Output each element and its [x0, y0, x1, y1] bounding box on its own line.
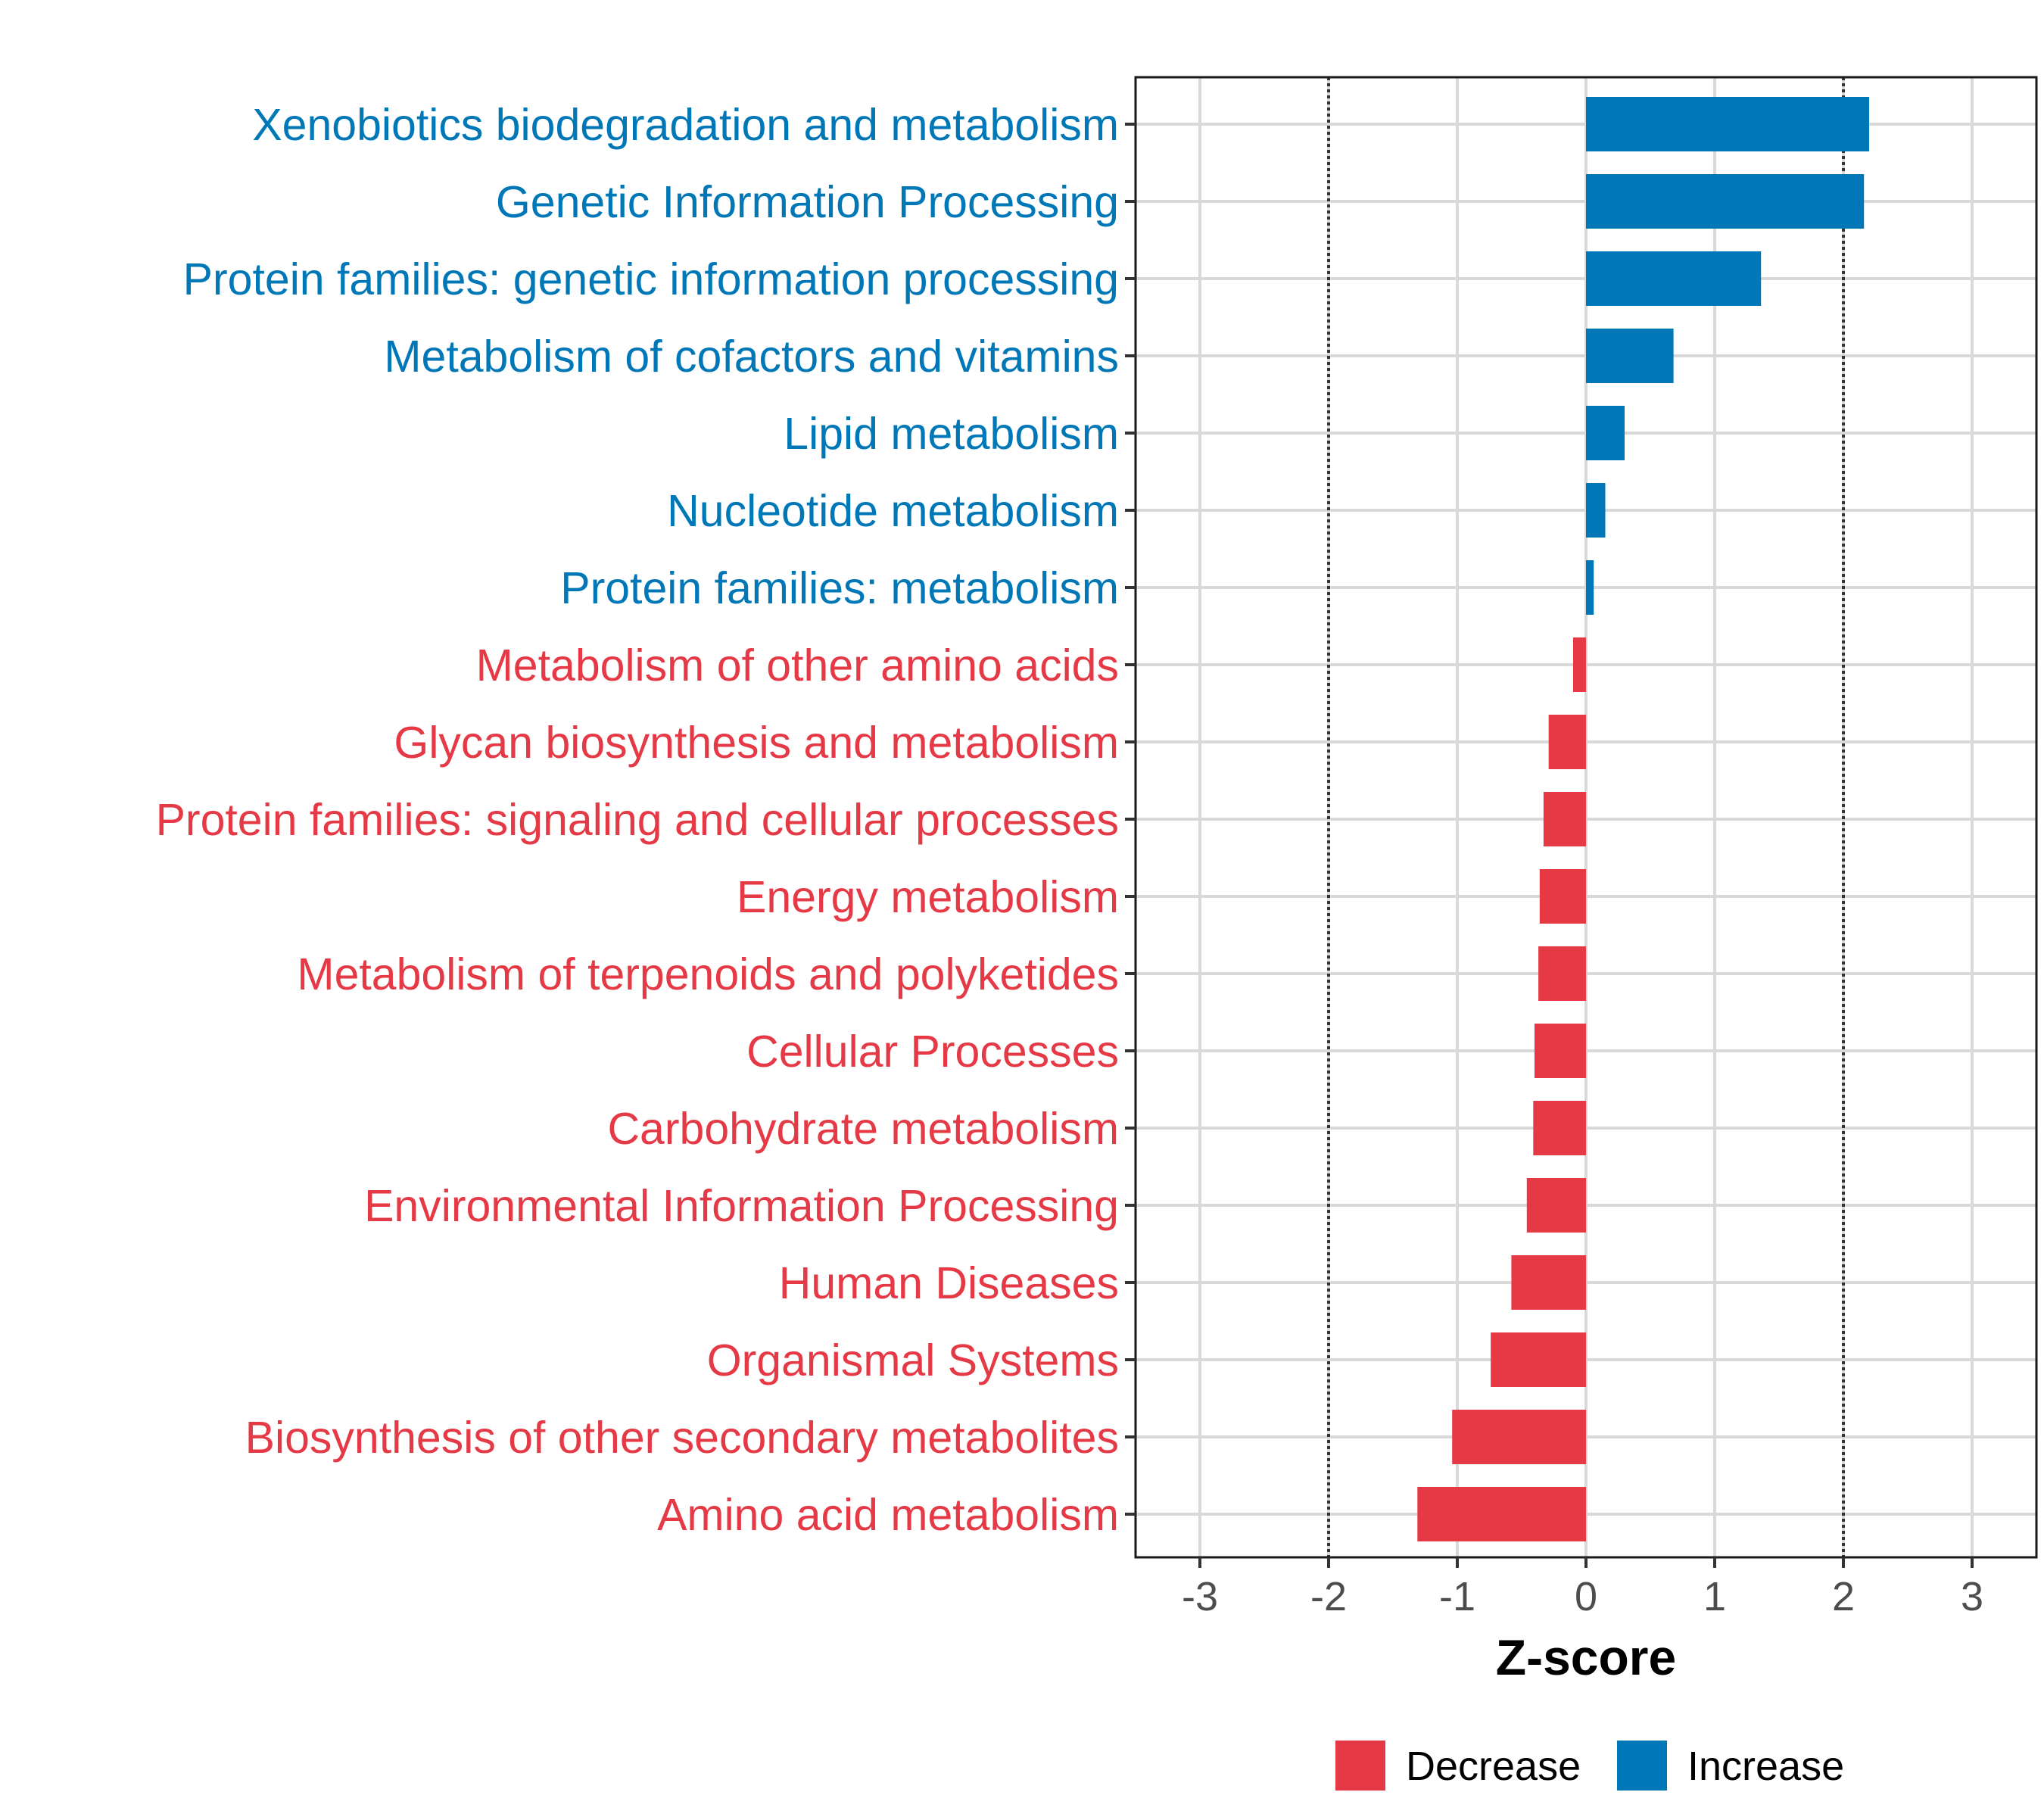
bars [1417, 97, 1869, 1541]
x-tick-label: 1 [1703, 1574, 1726, 1619]
x-tick-label: 0 [1575, 1574, 1597, 1619]
bar [1586, 483, 1606, 538]
y-axis-label: Organismal Systems [707, 1335, 1119, 1385]
y-axis-label: Protein families: genetic information pr… [183, 254, 1119, 304]
bar [1548, 715, 1586, 769]
bar [1535, 1024, 1586, 1078]
bar [1452, 1410, 1586, 1464]
legend-label-increase: Increase [1687, 1744, 1844, 1789]
y-axis-label: Nucleotide metabolism [667, 486, 1119, 536]
bar [1586, 174, 1865, 229]
bar [1533, 1101, 1586, 1155]
bar [1491, 1332, 1586, 1387]
y-axis-label: Protein families: signaling and cellular… [156, 795, 1119, 845]
reference-lines [1327, 77, 1845, 1557]
legend-label-decrease: Decrease [1406, 1744, 1581, 1789]
y-axis-ticks [1125, 123, 1136, 1516]
x-tick-label: 2 [1832, 1574, 1855, 1619]
legend: Decrease Increase [1335, 1741, 1844, 1791]
y-axis-label: Cellular Processes [746, 1027, 1119, 1077]
bar [1586, 560, 1594, 615]
x-axis-tick-labels: -3 -2 -1 0 1 2 3 [1182, 1574, 1983, 1619]
bar [1586, 329, 1674, 383]
bar [1539, 869, 1586, 924]
x-axis-ticks [1198, 1557, 1974, 1568]
y-axis-label: Genetic Information Processing [496, 177, 1119, 227]
y-axis-label: Lipid metabolism [784, 409, 1119, 459]
legend-swatch-increase [1617, 1741, 1667, 1791]
y-axis-label: Biosynthesis of other secondary metaboli… [245, 1413, 1119, 1463]
y-axis-label: Metabolism of terpenoids and polyketides [297, 949, 1119, 999]
y-axis-label: Carbohydrate metabolism [607, 1104, 1119, 1154]
x-tick-label: 3 [1961, 1574, 1983, 1619]
bar [1573, 637, 1586, 692]
y-axis-labels: Xenobiotics biodegradation and metabolis… [156, 100, 1119, 1540]
y-axis-label: Glycan biosynthesis and metabolism [394, 718, 1119, 768]
x-axis-title: Z-score [1496, 1629, 1676, 1685]
y-axis-label: Amino acid metabolism [657, 1490, 1119, 1540]
y-axis-label: Metabolism of other amino acids [476, 640, 1119, 690]
legend-swatch-decrease [1335, 1741, 1385, 1791]
y-axis-label: Protein families: metabolism [560, 563, 1119, 613]
y-axis-label: Environmental Information Processing [364, 1181, 1119, 1231]
bar [1511, 1255, 1586, 1310]
y-axis-label: Xenobiotics biodegradation and metabolis… [252, 100, 1119, 150]
x-tick-label: -1 [1439, 1574, 1475, 1619]
bar [1543, 792, 1586, 846]
x-tick-label: -2 [1310, 1574, 1347, 1619]
bar [1538, 946, 1586, 1001]
y-axis-label: Energy metabolism [737, 872, 1119, 922]
y-axis-label: Human Diseases [779, 1258, 1119, 1308]
bar [1526, 1178, 1586, 1233]
bar [1586, 406, 1625, 460]
x-tick-label: -3 [1182, 1574, 1218, 1619]
bar [1417, 1487, 1586, 1541]
bar [1586, 251, 1762, 306]
bar [1586, 97, 1869, 151]
y-axis-label: Metabolism of cofactors and vitamins [384, 332, 1119, 382]
